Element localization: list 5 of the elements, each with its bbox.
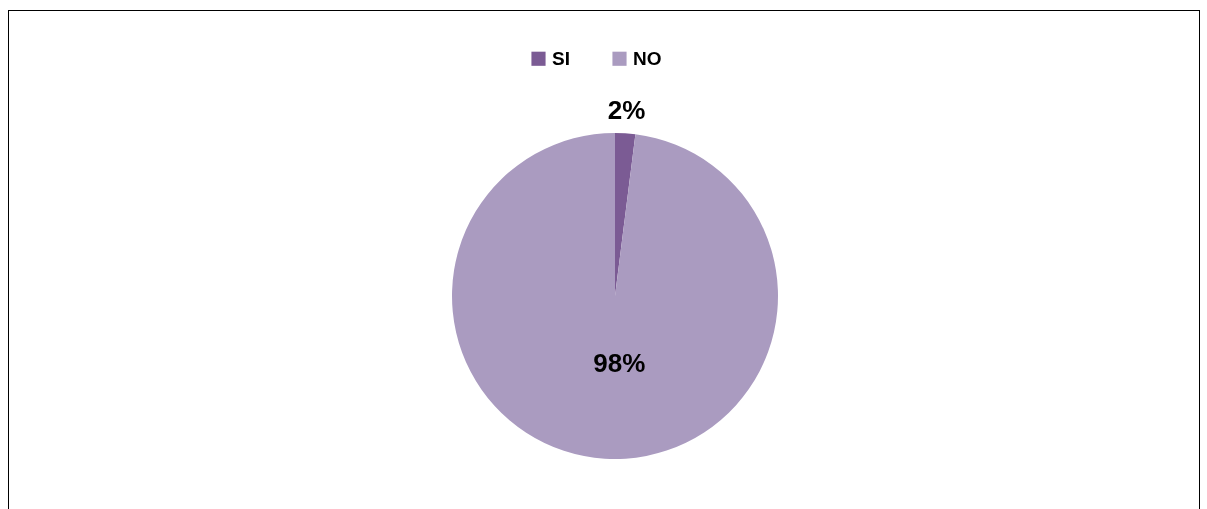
data-label: 98% bbox=[593, 348, 646, 379]
data-label: 2% bbox=[607, 95, 646, 126]
pie-slice bbox=[452, 133, 778, 459]
legend-label: SI bbox=[552, 47, 570, 69]
legend-label: NO bbox=[633, 47, 662, 69]
